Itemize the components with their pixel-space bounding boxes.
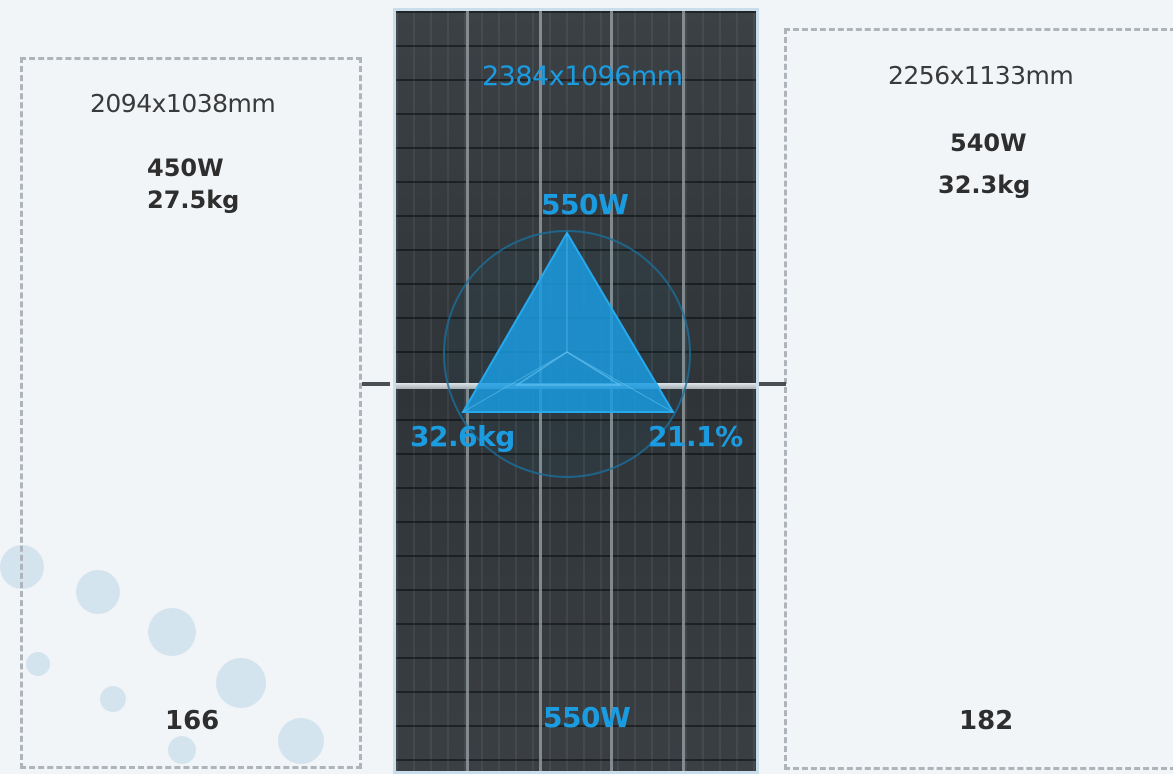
center-module-power-bottom: 550W <box>543 701 631 734</box>
decorative-bubble <box>168 736 196 764</box>
decorative-bubble <box>278 718 324 764</box>
left-module-weight: 27.5kg <box>147 186 240 214</box>
left-module-cells: 166 <box>165 706 220 736</box>
left-module-dimensions: 2094x1038mm <box>90 89 276 118</box>
decorative-bubble <box>148 608 196 656</box>
panel-busbar <box>466 11 469 771</box>
radar-axis <box>462 351 568 413</box>
decorative-bubble <box>26 652 50 676</box>
decorative-bubble <box>216 658 266 708</box>
radar-triangle <box>461 231 675 413</box>
center-module-weight: 32.6kg <box>410 420 515 453</box>
right-module-weight: 32.3kg <box>938 171 1031 199</box>
center-module-power-top: 550W <box>541 188 629 221</box>
left-module-power: 450W <box>147 154 224 182</box>
radar-axis <box>566 351 674 413</box>
right-module-power: 540W <box>950 129 1027 157</box>
right-connector <box>758 382 786 386</box>
right-module-cells: 182 <box>959 706 1014 736</box>
center-module-efficiency: 21.1% <box>648 420 743 453</box>
radar-inner-triangle <box>514 351 623 386</box>
left-connector <box>362 382 390 386</box>
right-module-dimensions: 2256x1133mm <box>888 61 1074 90</box>
decorative-bubble <box>100 686 126 712</box>
center-module-dimensions: 2384x1096mm <box>482 61 683 92</box>
decorative-bubble <box>76 570 120 614</box>
